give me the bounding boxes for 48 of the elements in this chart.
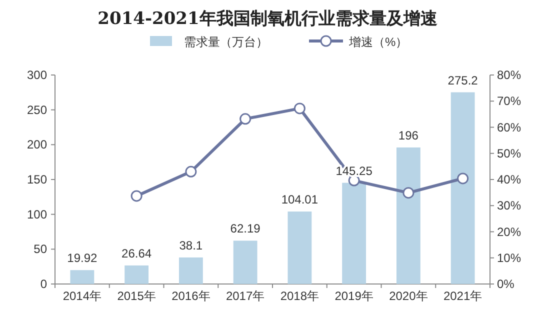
y-tick-label: 100 xyxy=(26,207,48,222)
y-tick-label: 50 xyxy=(34,242,48,256)
legend-label: 需求量（万台） xyxy=(184,35,268,49)
x-tick-label: 2016年 xyxy=(172,289,210,303)
data-label: 196 xyxy=(398,128,419,142)
y2-tick-label: 80% xyxy=(497,68,522,82)
y2-tick-label: 20% xyxy=(497,224,522,239)
data-label: 38.1 xyxy=(179,238,203,252)
x-tick-label: 2015年 xyxy=(117,289,156,303)
data-label: 26.64 xyxy=(122,246,152,260)
y-tick-label: 250 xyxy=(26,102,48,117)
chart-title: 2014-2021年我国制氧机行业需求量及增速 xyxy=(98,9,438,29)
bar xyxy=(70,270,94,284)
y2-tick-label: 70% xyxy=(497,94,522,108)
y-tick-label: 150 xyxy=(26,172,48,186)
bar xyxy=(396,147,420,284)
point xyxy=(130,190,142,202)
x-tick-label: 2020年 xyxy=(389,289,428,303)
point xyxy=(185,166,197,178)
y-tick-label: 0 xyxy=(40,277,48,291)
x-tick-label: 2021年 xyxy=(443,289,482,303)
bar xyxy=(124,265,149,284)
y2-tick-label: 30% xyxy=(497,198,522,213)
y2-tick-label: 50% xyxy=(497,146,522,160)
point xyxy=(294,102,306,114)
y-tick-label: 300 xyxy=(26,68,48,82)
x-tick-label: 2014年 xyxy=(62,289,102,303)
y2-tick-label: 40% xyxy=(497,172,522,186)
legend-label: 增速（%） xyxy=(348,35,408,49)
x-tick-label: 2019年 xyxy=(334,289,374,303)
x-tick-label: 2017年 xyxy=(226,289,265,303)
bar xyxy=(233,240,258,284)
point xyxy=(402,187,414,199)
bar xyxy=(178,257,203,284)
bar xyxy=(342,182,366,284)
y-tick-label: 200 xyxy=(26,138,48,152)
y2-tick-label: 0% xyxy=(497,277,515,291)
point xyxy=(240,113,252,125)
data-label: 19.92 xyxy=(67,251,98,266)
bar xyxy=(450,92,475,284)
data-label: 275.2 xyxy=(448,73,478,88)
y2-tick-label: 60% xyxy=(497,120,522,134)
data-label: 104.01 xyxy=(281,192,318,207)
x-tick-label: 2018年 xyxy=(280,289,320,303)
bar xyxy=(288,212,312,284)
data-label: 62.19 xyxy=(230,222,261,236)
point xyxy=(457,172,469,184)
y2-tick-label: 10% xyxy=(497,250,522,265)
